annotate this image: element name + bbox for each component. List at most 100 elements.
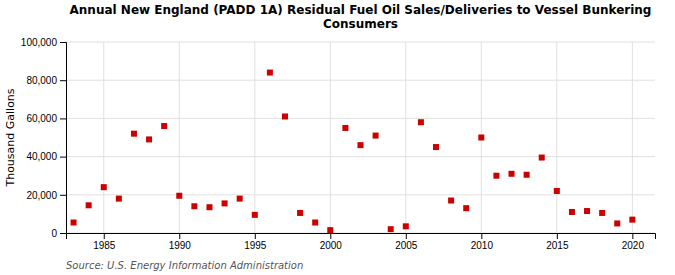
y-axis-tick: 40,000 (26, 151, 66, 162)
point (191, 203, 197, 209)
point (297, 210, 303, 216)
point (599, 210, 605, 216)
point (629, 217, 635, 223)
x-axis-tick: 1995 (244, 233, 267, 251)
point (418, 119, 424, 125)
title: Annual New England (PADD 1A) Residual Fu… (70, 3, 652, 31)
grid (66, 42, 655, 233)
point (86, 202, 92, 208)
points (71, 70, 636, 233)
point (312, 219, 318, 225)
point (448, 198, 454, 204)
grid-line-y (66, 194, 655, 195)
point (252, 212, 258, 218)
y-axis-tick-mark (60, 42, 66, 43)
y-axis-tick-label: 40,000 (26, 151, 57, 162)
point (342, 125, 348, 131)
point (478, 135, 484, 141)
grid-line-x (556, 42, 557, 233)
x-axis-tick-label: 1990 (169, 240, 192, 251)
point (614, 220, 620, 226)
plot-area: 1985 1990 1995 2000 2005 2010 2015 2020 0 20,000 4… (21, 37, 656, 251)
point (176, 193, 182, 199)
point (358, 142, 364, 148)
y-axis-tick: 20,000 (26, 190, 66, 201)
y-axis-tick-label: 80,000 (26, 75, 57, 86)
y-axis-tick-label: 20,000 (26, 190, 57, 201)
grid-line-x (179, 42, 180, 233)
grid-line-y (66, 118, 655, 119)
x-axis-tick-mark (104, 233, 105, 239)
y-axis-tick: 80,000 (26, 75, 66, 86)
point (116, 196, 122, 202)
x-axis-tick-mark (481, 233, 482, 239)
source: Source: U.S. Energy Information Administ… (66, 260, 303, 271)
grid-line-x (405, 42, 406, 233)
y-axis-tick-mark (60, 118, 66, 119)
point (509, 171, 515, 177)
point (433, 144, 439, 150)
point (388, 226, 394, 232)
y-axis-tick: 60,000 (26, 113, 66, 124)
y-axis-tick-mark (60, 233, 66, 234)
point (524, 172, 530, 178)
grid-line-y (66, 42, 655, 43)
x-axis-tick-label: 2020 (622, 240, 645, 251)
x-axis-tick-label: 2010 (471, 240, 494, 251)
y-axis-tick-label: 0 (51, 228, 57, 239)
grid-line-x (254, 42, 255, 233)
y-axis-title: Thousand Gallons (4, 88, 17, 187)
x-axis-tick-label: 1995 (244, 240, 267, 251)
grid-line-y (66, 80, 655, 81)
point (71, 219, 77, 225)
y-axis-line (60, 43, 67, 234)
y-axis-tick-label: 100,000 (21, 37, 58, 48)
point (161, 123, 167, 129)
point (463, 205, 469, 211)
grid-line-x (103, 42, 104, 233)
point (131, 131, 137, 137)
x-axis-tick-label: 2000 (320, 240, 343, 251)
point (101, 184, 107, 190)
point (267, 70, 273, 76)
x-axis-tick: 2015 (546, 233, 569, 251)
y-axis-tick-mark (60, 80, 66, 81)
y-axis-tick: 100,000 (21, 37, 66, 48)
x-axis-tick-mark (557, 233, 558, 239)
point (403, 223, 409, 229)
x-axis-tick-mark (179, 233, 180, 239)
point (206, 204, 212, 210)
point (493, 173, 499, 179)
y-axis: 0 20,000 40,000 60,000 80,000 100,000 (21, 37, 67, 239)
grid-line-x (632, 42, 633, 233)
grid-line-y (66, 156, 655, 157)
point (569, 209, 575, 215)
y-axis-tick-label: 60,000 (26, 113, 57, 124)
chart: 1985 1990 1995 2000 2005 2010 2015 2020 0 20,000 4… (0, 0, 675, 275)
x-axis-tick: 1990 (169, 233, 192, 251)
x-axis: 1985 1990 1995 2000 2005 2010 2015 2020 (67, 233, 656, 251)
x-axis-tick-label: 1985 (93, 240, 116, 251)
x-axis-tick-mark (255, 233, 256, 239)
y-axis-tick-mark (60, 157, 66, 158)
x-axis-tick: 1985 (93, 233, 116, 251)
x-axis-tick-mark (406, 233, 407, 239)
x-axis-tick-mark (330, 233, 331, 239)
point (146, 136, 152, 142)
x-axis-tick-mark (632, 233, 633, 239)
x-axis-tick-label: 2015 (546, 240, 569, 251)
x-axis-tick: 2000 (320, 233, 343, 251)
grid-line-x (330, 42, 331, 233)
point (584, 208, 590, 214)
point (282, 113, 288, 119)
x-axis-tick: 2005 (395, 233, 418, 251)
point (554, 188, 560, 194)
x-axis-tick-label: 2005 (395, 240, 418, 251)
y-axis-tick-mark (60, 195, 66, 196)
x-axis-tick: 2010 (471, 233, 494, 251)
point (222, 200, 228, 206)
x-axis-line (67, 234, 656, 240)
point (373, 133, 379, 139)
point (237, 196, 243, 202)
x-axis-tick: 2020 (622, 233, 645, 251)
